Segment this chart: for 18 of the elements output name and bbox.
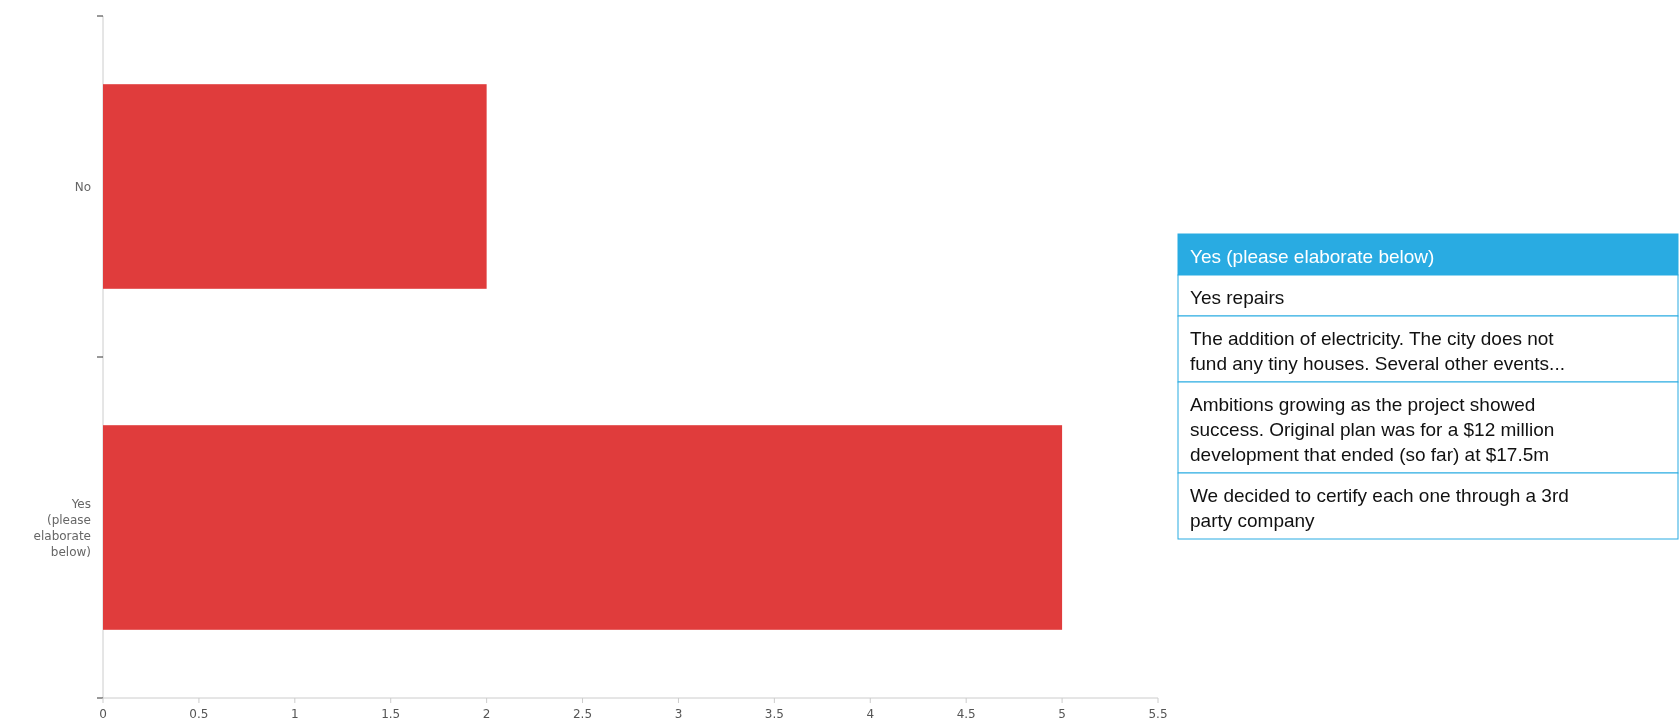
- x-tick-label: 1: [291, 707, 299, 721]
- x-tick-label: 2: [482, 707, 491, 721]
- y-tick-label: No: [74, 179, 91, 194]
- text: We decided to certify each one through a 3rd party company: [1190, 485, 1569, 531]
- x-tick-label: 5: [1058, 707, 1066, 721]
- text: Yes repairs: [1190, 287, 1285, 308]
- text: Ambitions growing as the project showed success. Original plan was for a $12 million development that ended (so far) at $17.5m: [1190, 394, 1555, 465]
- x-tick-label: 4.5: [956, 707, 976, 721]
- x-tick-label: 3.5: [764, 707, 784, 721]
- x-tick-label: 3: [674, 707, 683, 721]
- x-tick-label: 1.5: [381, 707, 401, 721]
- text: Yes (please elaborate below): [1190, 246, 1435, 267]
- x-tick-label: 2.5: [573, 707, 593, 721]
- x-tick-label: 5.5: [1148, 707, 1168, 721]
- x-tick-label: 0.5: [189, 707, 209, 721]
- text: The addition of electricity. The city does not fund any tiny houses. Several other events...: [1190, 328, 1565, 374]
- x-tick-label: 4: [866, 707, 875, 721]
- x-tick-label: 0: [99, 707, 107, 721]
